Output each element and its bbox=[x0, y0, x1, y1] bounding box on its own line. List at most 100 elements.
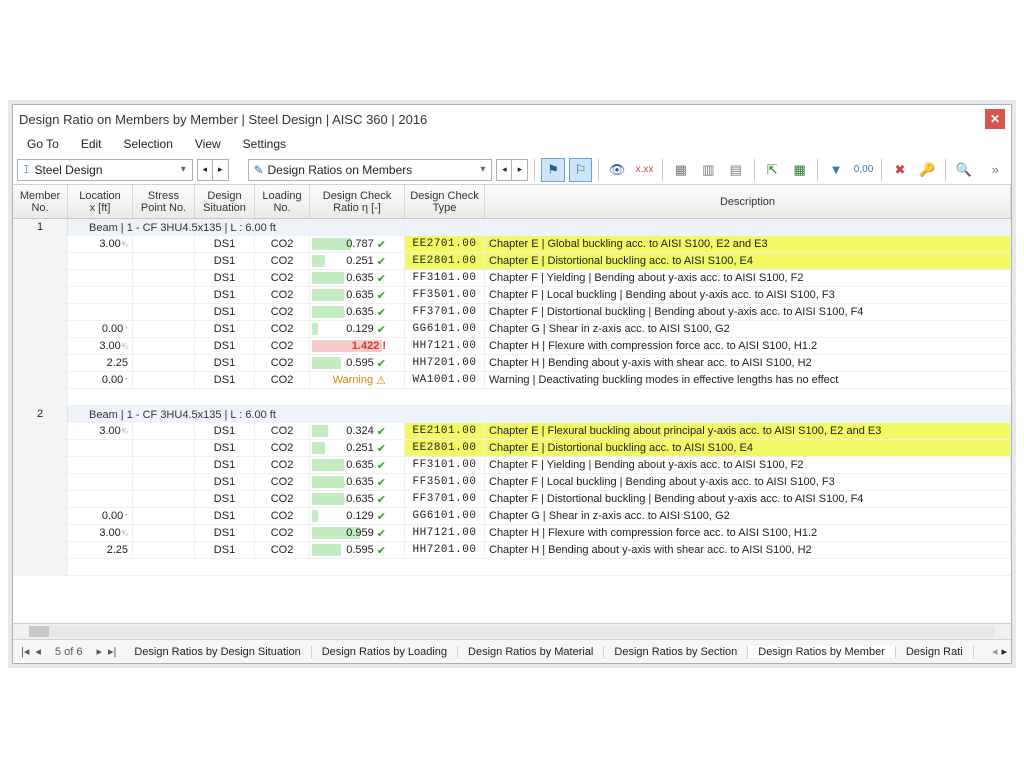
grid-large-button[interactable]: ▦ bbox=[669, 158, 692, 182]
cell-location: 2.25 bbox=[68, 355, 133, 371]
combo2-prev[interactable]: ◂ bbox=[496, 159, 512, 181]
cell-ratio: Warning⚠ bbox=[310, 372, 405, 388]
cell-description: Chapter G | Shear in z-axis acc. to AISI… bbox=[485, 321, 1011, 337]
hdr-ratio: Design Check bbox=[323, 190, 391, 202]
tab-design-rati[interactable]: Design Rati bbox=[895, 646, 974, 658]
cell-design-situation: DS1 bbox=[195, 355, 255, 371]
table-row[interactable]: 0.00⁺DS1CO20.129✔GG6101.00Chapter G | Sh… bbox=[13, 508, 1011, 525]
cell-description: Chapter H | Bending about y-axis with sh… bbox=[485, 542, 1011, 558]
table-row[interactable]: 3.00¹⁄₂DS1CO20.787✔EE2701.00Chapter E | … bbox=[13, 236, 1011, 253]
design-type-combo[interactable]: 𝙸 Steel Design ▾ bbox=[17, 159, 193, 181]
cell-location bbox=[68, 440, 133, 456]
menu-selection[interactable]: Selection bbox=[114, 135, 183, 153]
cell-type-code: EE2801.00 bbox=[405, 440, 485, 456]
table-row[interactable]: DS1CO20.251✔EE2801.00Chapter E | Distort… bbox=[13, 440, 1011, 457]
cell-type-code: FF3501.00 bbox=[405, 474, 485, 490]
hdr-ds: Design bbox=[207, 190, 241, 202]
table-row[interactable]: DS1CO20.635✔FF3501.00Chapter F | Local b… bbox=[13, 474, 1011, 491]
cell-loading: CO2 bbox=[255, 253, 310, 269]
cell-design-situation: DS1 bbox=[195, 270, 255, 286]
table-row[interactable]: 3.00¹⁄₂DS1CO20.959✔HH7121.00Chapter H | … bbox=[13, 525, 1011, 542]
cell-ratio: 0.635✔ bbox=[310, 304, 405, 320]
eye-button[interactable]: 👁 bbox=[605, 158, 628, 182]
tab-design-ratios-by-member[interactable]: Design Ratios by Member bbox=[747, 646, 896, 658]
check-icon: ✔ bbox=[377, 238, 386, 251]
tab-design-ratios-by-material[interactable]: Design Ratios by Material bbox=[457, 646, 604, 658]
check-icon: ✔ bbox=[377, 459, 386, 472]
page-first[interactable]: |◂ bbox=[19, 643, 31, 660]
cell-ratio: 0.635✔ bbox=[310, 287, 405, 303]
precision-button[interactable]: 0,00 bbox=[852, 158, 875, 182]
cell-design-situation: DS1 bbox=[195, 474, 255, 490]
combo1-prev[interactable]: ◂ bbox=[197, 159, 213, 181]
menu-edit[interactable]: Edit bbox=[71, 135, 112, 153]
table-row[interactable]: 0.00⁺DS1CO20.129✔GG6101.00Chapter G | Sh… bbox=[13, 321, 1011, 338]
tab-design-ratios-by-loading[interactable]: Design Ratios by Loading bbox=[311, 646, 458, 658]
key-button[interactable]: 🔑 bbox=[916, 158, 939, 182]
menu-view[interactable]: View bbox=[185, 135, 231, 153]
table-row[interactable]: DS1CO20.635✔FF3101.00Chapter F | Yieldin… bbox=[13, 457, 1011, 474]
tab-scroll-right[interactable]: ▸ bbox=[1001, 645, 1007, 658]
cell-location: 2.25 bbox=[68, 542, 133, 558]
menu-go-to[interactable]: Go To bbox=[17, 135, 69, 153]
table-row[interactable]: DS1CO20.635✔FF3101.00Chapter F | Yieldin… bbox=[13, 270, 1011, 287]
excel-button[interactable]: ▦ bbox=[788, 158, 811, 182]
cell-ratio: 0.251✔ bbox=[310, 440, 405, 456]
grid-body: 1Beam | 1 - CF 3HU4.5x135 | L : 6.00 ft3… bbox=[13, 219, 1011, 623]
search-button[interactable]: 🔍 bbox=[952, 158, 975, 182]
cell-ratio: 0.635✔ bbox=[310, 474, 405, 490]
flag-outline-icon: ⚐ bbox=[575, 162, 587, 178]
page-next[interactable]: ▸ bbox=[94, 643, 104, 660]
group-header[interactable]: Beam | 1 - CF 3HU4.5x135 | L : 6.00 ft bbox=[13, 406, 1011, 423]
table-row[interactable]: 2.25DS1CO20.595✔HH7201.00Chapter H | Ben… bbox=[13, 355, 1011, 372]
table-row[interactable]: DS1CO20.251✔EE2801.00Chapter E | Distort… bbox=[13, 253, 1011, 270]
grid-col-button[interactable]: ▤ bbox=[724, 158, 747, 182]
table-row[interactable]: DS1CO20.635✔FF3701.00Chapter F | Distort… bbox=[13, 304, 1011, 321]
table-row[interactable]: DS1CO20.635✔FF3501.00Chapter F | Local b… bbox=[13, 287, 1011, 304]
table-row[interactable]: 3.00¹⁄₂DS1CO21.422!HH7121.00Chapter H | … bbox=[13, 338, 1011, 355]
filter-button[interactable]: ▼ bbox=[824, 158, 847, 182]
filter-toggle-2[interactable]: ⚐ bbox=[569, 158, 592, 182]
view-combo[interactable]: ✎ Design Ratios on Members ▾ bbox=[248, 159, 492, 181]
cell-design-situation: DS1 bbox=[195, 508, 255, 524]
horizontal-scrollbar[interactable] bbox=[13, 623, 1011, 639]
table-row[interactable]: 0.00⁺DS1CO2Warning⚠WA1001.00Warning | De… bbox=[13, 372, 1011, 389]
filter-toggle-1[interactable]: ⚑ bbox=[541, 158, 564, 182]
cell-design-situation: DS1 bbox=[195, 253, 255, 269]
group-header[interactable]: Beam | 1 - CF 3HU4.5x135 | L : 6.00 ft bbox=[13, 219, 1011, 236]
combo1-next[interactable]: ▸ bbox=[213, 159, 229, 181]
tab-scroll-left[interactable]: ◂ bbox=[992, 645, 998, 658]
table-row[interactable]: 3.00¹⁄₂DS1CO20.324✔EE2101.00Chapter E | … bbox=[13, 423, 1011, 440]
decimals-button[interactable]: x.xx bbox=[633, 158, 656, 182]
page-last[interactable]: ▸| bbox=[106, 643, 118, 660]
close-button[interactable]: ✕ bbox=[985, 109, 1005, 129]
excel-icon: ▦ bbox=[794, 162, 806, 178]
cell-location bbox=[68, 304, 133, 320]
cell-loading: CO2 bbox=[255, 440, 310, 456]
cell-location: 0.00⁺ bbox=[68, 508, 133, 524]
overflow-button[interactable]: » bbox=[984, 158, 1007, 182]
cell-description: Chapter F | Local buckling | Bending abo… bbox=[485, 474, 1011, 490]
key-icon: 🔑 bbox=[919, 162, 935, 178]
cell-type-code: FF3101.00 bbox=[405, 457, 485, 473]
cell-description: Chapter F | Distortional buckling | Bend… bbox=[485, 304, 1011, 320]
pointer-button[interactable]: ✖ bbox=[888, 158, 911, 182]
cell-design-situation: DS1 bbox=[195, 338, 255, 354]
cell-loading: CO2 bbox=[255, 270, 310, 286]
member-number: 1 bbox=[13, 219, 68, 236]
grid-small-button[interactable]: ▥ bbox=[697, 158, 720, 182]
menu-settings[interactable]: Settings bbox=[233, 135, 296, 153]
table-row[interactable]: DS1CO20.635✔FF3701.00Chapter F | Distort… bbox=[13, 491, 1011, 508]
combo2-next[interactable]: ▸ bbox=[512, 159, 528, 181]
hdr-member: Member bbox=[20, 190, 60, 202]
tab-design-ratios-by-design-situation[interactable]: Design Ratios by Design Situation bbox=[124, 646, 311, 658]
cell-type-code: HH7121.00 bbox=[405, 338, 485, 354]
cell-description: Chapter G | Shear in z-axis acc. to AISI… bbox=[485, 508, 1011, 524]
tab-design-ratios-by-section[interactable]: Design Ratios by Section bbox=[603, 646, 748, 658]
toolbar: 𝙸 Steel Design ▾ ◂ ▸ ✎ Design Ratios on … bbox=[13, 155, 1011, 185]
table-row[interactable]: 2.25DS1CO20.595✔HH7201.00Chapter H | Ben… bbox=[13, 542, 1011, 559]
export-button[interactable]: ⇱ bbox=[760, 158, 783, 182]
cell-description: Chapter H | Bending about y-axis with sh… bbox=[485, 355, 1011, 371]
titlebar: Design Ratio on Members by Member | Stee… bbox=[13, 105, 1011, 133]
page-prev[interactable]: ◂ bbox=[33, 643, 43, 660]
